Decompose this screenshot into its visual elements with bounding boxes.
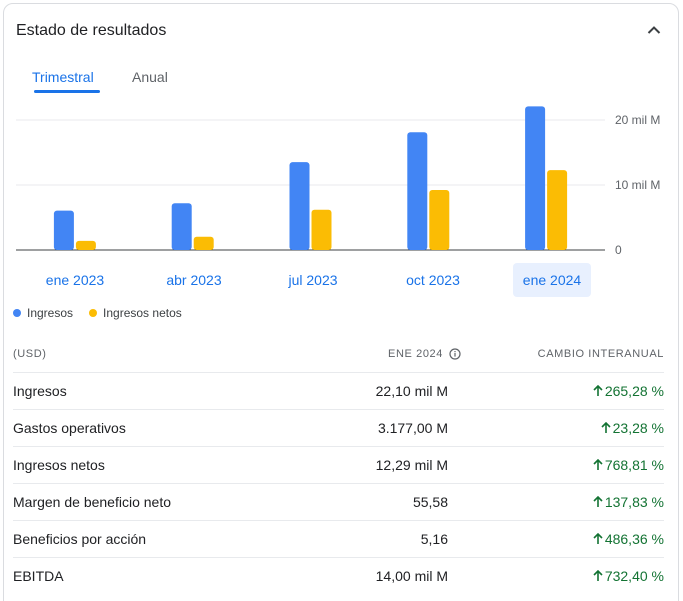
row-change-value: 486,36 %: [604, 531, 664, 547]
income-statement-card: Estado de resultados Trimestral Anual: [3, 3, 679, 601]
revenue-bar: [525, 106, 546, 250]
net-income-bar: [193, 236, 214, 250]
bar-chart: 0 10 mil M 20 mil M: [16, 106, 660, 257]
y-tick-label: 20 mil M: [615, 113, 660, 127]
revenue-bar: [289, 162, 310, 250]
info-icon[interactable]: [449, 348, 461, 360]
row-value: 55,58: [412, 494, 448, 510]
header-currency: (USD): [13, 348, 47, 360]
legend-label-revenue: Ingresos: [27, 306, 74, 320]
row-change: 137,83 %: [593, 494, 664, 510]
row-change: 768,81 %: [593, 457, 664, 473]
quarter-button-abr-2023[interactable]: abr 2023: [166, 272, 222, 288]
table-row: EBITDA 14,00 mil M 732,40 %: [13, 557, 664, 594]
quarter-button-ene-2024[interactable]: ene 2024: [513, 263, 591, 297]
table-row: Margen de beneficio neto 55,58 137,83 %: [13, 483, 664, 520]
financials-table: (USD) ENE 2024 CAMBIO INTERANUAL Ingreso…: [13, 336, 664, 594]
row-value: 12,29 mil M: [375, 457, 448, 473]
table-row: Beneficios por acción 5,16 486,36 %: [13, 520, 664, 557]
chevron-up-icon: [647, 22, 661, 40]
tab-quarterly[interactable]: Trimestral: [32, 69, 94, 85]
collapse-button[interactable]: [644, 21, 664, 41]
row-change: 265,28 %: [593, 383, 664, 399]
row-value: 3.177,00 M: [377, 420, 448, 436]
row-change-value: 768,81 %: [604, 457, 664, 473]
table-header: (USD) ENE 2024 CAMBIO INTERANUAL: [13, 336, 664, 372]
legend-item-revenue: Ingresos: [13, 306, 73, 320]
net-income-bar: [547, 170, 568, 250]
row-change: 23,28 %: [601, 420, 664, 436]
quarter-button-jul-2023[interactable]: jul 2023: [288, 272, 338, 288]
row-change: 486,36 %: [593, 531, 664, 547]
row-value: 22,10 mil M: [375, 383, 448, 399]
revenue-bar: [53, 210, 74, 250]
arrow-up-icon: [593, 570, 603, 582]
row-change: 732,40 %: [593, 568, 664, 584]
tab-annual[interactable]: Anual: [132, 69, 168, 85]
arrow-up-icon: [593, 459, 603, 471]
table-row: Gastos operativos 3.177,00 M 23,28 %: [13, 409, 664, 446]
row-change-value: 23,28 %: [612, 420, 664, 436]
row-label: Ingresos netos: [13, 457, 105, 473]
row-value: 14,00 mil M: [375, 568, 448, 584]
card-title: Estado de resultados: [16, 22, 167, 39]
active-tab-indicator: [34, 90, 100, 93]
y-tick-label: 0: [615, 243, 622, 257]
net-income-bar: [311, 209, 332, 250]
net-income-bar: [429, 189, 450, 250]
arrow-up-icon: [601, 422, 611, 434]
table-row: Ingresos 22,10 mil M 265,28 %: [13, 372, 664, 409]
legend-swatch-net-income: [89, 309, 98, 317]
chart-legend: Ingresos Ingresos netos: [13, 306, 198, 320]
row-label: Ingresos: [13, 383, 67, 399]
quarter-button-oct-2023[interactable]: oct 2023: [406, 272, 460, 288]
revenue-bar: [171, 203, 192, 250]
header-period-label: ENE 2024: [388, 348, 443, 360]
row-label: Margen de beneficio neto: [13, 494, 171, 510]
legend-label-net-income: Ingresos netos: [103, 306, 182, 320]
row-label: Gastos operativos: [13, 420, 126, 436]
revenue-bar: [407, 132, 428, 250]
row-change-value: 137,83 %: [604, 494, 664, 510]
arrow-up-icon: [593, 385, 603, 397]
y-tick-label: 10 mil M: [615, 178, 660, 192]
header-period: ENE 2024: [388, 348, 461, 360]
quarter-button-ene-2023[interactable]: ene 2023: [45, 272, 105, 288]
net-income-bar: [75, 240, 96, 250]
legend-swatch-revenue: [13, 309, 21, 317]
header-yoy-change: CAMBIO INTERANUAL: [537, 348, 664, 360]
row-label: EBITDA: [13, 568, 64, 584]
row-change-value: 265,28 %: [604, 383, 664, 399]
legend-item-net-income: Ingresos netos: [89, 306, 182, 320]
arrow-up-icon: [593, 496, 603, 508]
row-value: 5,16: [420, 531, 448, 547]
row-label: Beneficios por acción: [13, 531, 147, 547]
table-row: Ingresos netos 12,29 mil M 768,81 %: [13, 446, 664, 483]
arrow-up-icon: [593, 533, 603, 545]
row-change-value: 732,40 %: [604, 568, 664, 584]
